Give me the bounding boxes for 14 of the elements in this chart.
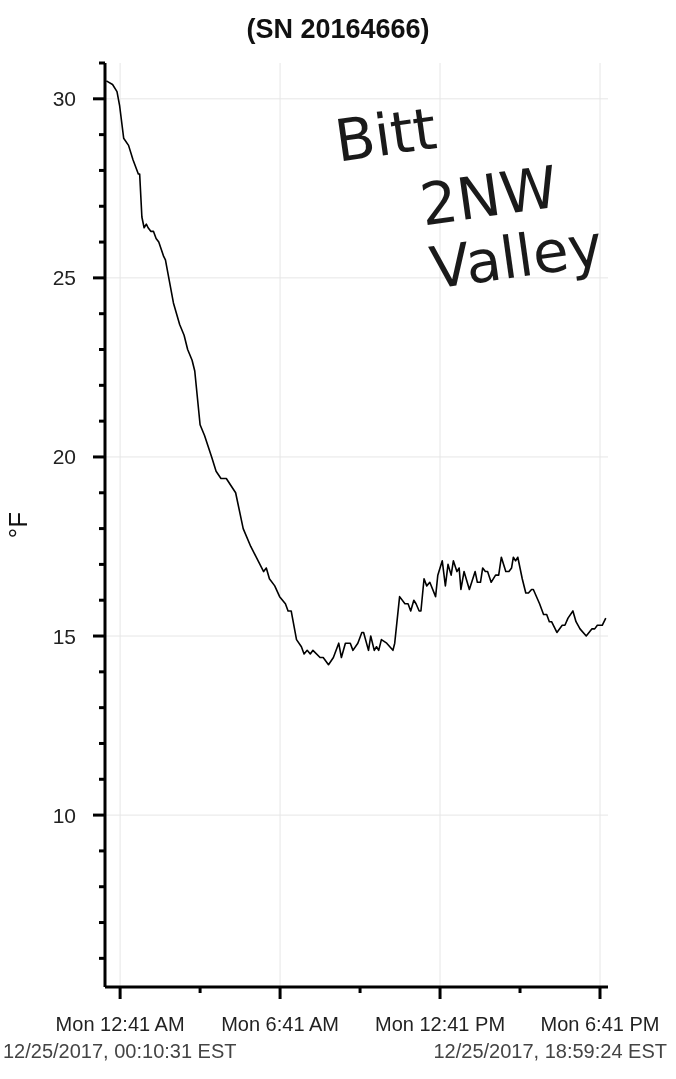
x-tick-label: Mon 6:41 AM	[221, 1013, 339, 1035]
chart-title: (SN 20164666)	[245, 14, 431, 45]
x-tick-label: Mon 12:41 AM	[55, 1013, 185, 1035]
text: 12/25/2017, 18:59:24 EST	[433, 1040, 667, 1063]
y-tick-label: 20	[52, 445, 76, 469]
x-tick-label: Mon 12:41 PM	[375, 1013, 506, 1035]
text: 12/25/2017, 00:10:31 EST	[3, 1040, 237, 1063]
y-tick-label: 15	[52, 624, 76, 648]
x-tick-label: Mon 6:41 PM	[540, 1013, 660, 1035]
y-axis-title: °F	[2, 511, 34, 539]
y-tick-label: 10	[52, 803, 76, 827]
annotation: Bitt 2NW Valley	[330, 94, 607, 303]
y-tick-label: 25	[52, 266, 76, 290]
y-tick-label: 30	[52, 87, 76, 111]
